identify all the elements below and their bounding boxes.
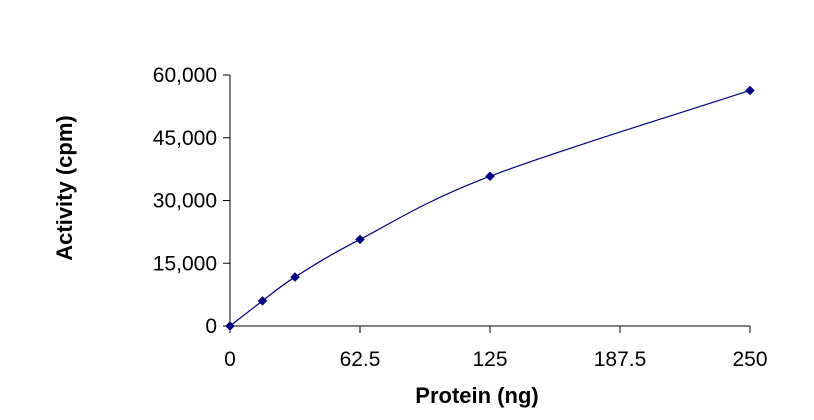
series-line: [229, 89, 751, 327]
y-tick-label: 15,000: [153, 252, 217, 275]
data-point: [745, 85, 755, 96]
data-point: [290, 272, 300, 282]
x-tick-label: 250: [732, 348, 767, 371]
x-tick-label: 187.5: [594, 348, 647, 371]
data-point: [485, 171, 495, 182]
x-axis-title: Protein (ng): [415, 383, 538, 408]
y-axis: 0 15,000 30,000 45,000 60,000: [153, 64, 231, 338]
series-layer: [225, 85, 755, 331]
x-tick-label: 62.5: [340, 348, 381, 371]
y-tick-label: 30,000: [153, 190, 217, 213]
data-point: [225, 321, 235, 331]
x-tick-label: 0: [224, 348, 236, 371]
x-tick-label: 125: [472, 348, 507, 371]
y-axis-title: Activity (cpm): [52, 115, 77, 260]
x-axis: 0 62.5 125 187.5 250: [224, 325, 768, 371]
data-point: [355, 234, 365, 245]
data-point: [257, 296, 268, 306]
y-tick-label: 60,000: [153, 64, 217, 87]
y-tick-label: 45,000: [153, 127, 217, 150]
y-tick-label: 0: [205, 315, 217, 338]
